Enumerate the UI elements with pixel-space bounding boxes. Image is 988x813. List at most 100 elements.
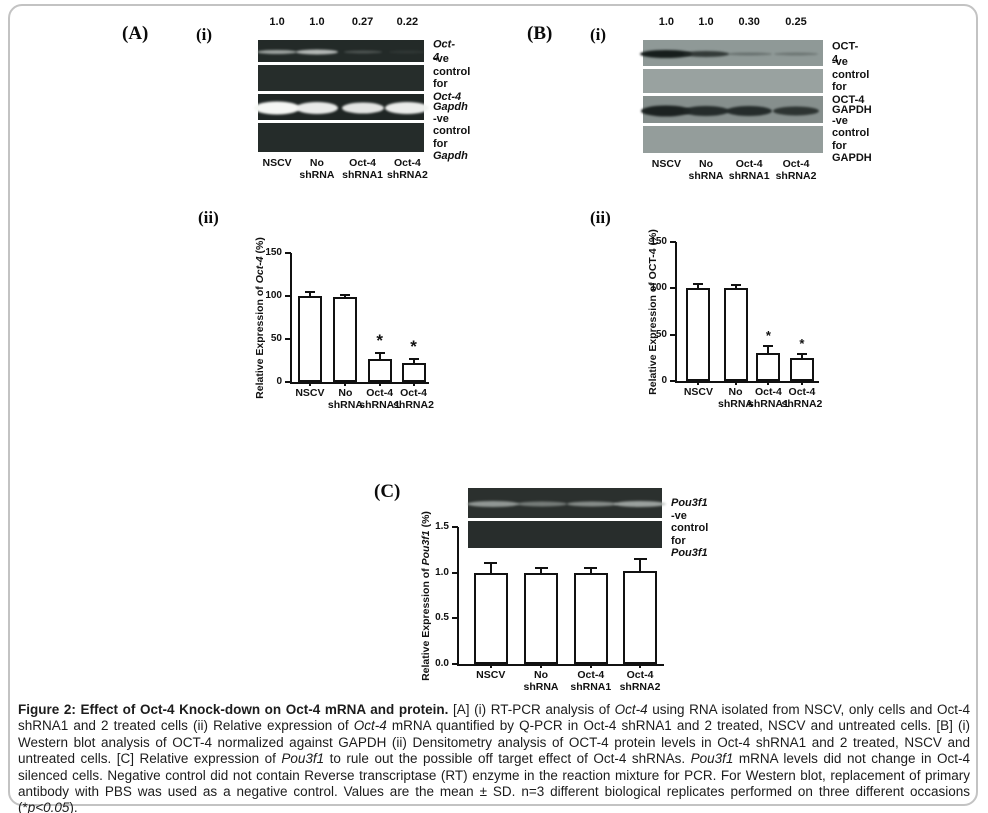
significance-asterisk: *: [376, 330, 383, 350]
y-axis-label: Relative Expression of OCT-4 (%): [647, 229, 659, 395]
error-bar-cap: [484, 561, 498, 564]
x-category-label: NSCV: [683, 386, 714, 398]
panel-b-sub-i: (i): [590, 25, 607, 44]
error-bar-cap: [633, 557, 647, 560]
gel-lane-label: No shRNA: [688, 158, 724, 182]
gel-band: [774, 52, 818, 56]
error-bar: [639, 558, 641, 571]
x-category-label: Oct-4 shRNA2: [619, 669, 661, 693]
gel-band: [726, 105, 773, 116]
gel-strip: [640, 40, 823, 66]
bar: [723, 288, 748, 381]
gel-band: [343, 50, 382, 54]
gel-band: [640, 50, 693, 59]
y-axis-tick-label: 100: [650, 282, 667, 294]
x-axis-tick: [378, 382, 381, 386]
gel-lane-label: Oct-4 shRNA1: [728, 158, 770, 182]
y-axis-tick-label: 150: [650, 236, 667, 247]
gel-row-label: GAPDH: [832, 103, 872, 116]
y-axis-tick: [285, 338, 291, 340]
panel-b-sub-ii: (ii): [590, 208, 611, 227]
text-segment: Gapdh: [433, 100, 468, 113]
x-category-label: Oct-4 shRNA1: [359, 387, 401, 411]
error-bar-cap: [340, 294, 351, 297]
bar: [623, 570, 657, 664]
x-axis-tick: [734, 381, 737, 385]
y-axis-tick: [670, 287, 676, 290]
gel-lane-value: 1.0: [658, 16, 675, 28]
gel-row-label: -ve control for GAPDH: [832, 115, 872, 165]
y-axis-tick-label: 150: [265, 247, 282, 258]
x-axis-tick: [589, 664, 592, 668]
bar: [401, 363, 426, 382]
gel-lane-label: NSCV: [262, 157, 292, 169]
panel-c-bar-chart: 0.0 0.5 1.0 1.5 NSCV No shRNA Oct-4 shRNA1 Oct-…: [420, 511, 664, 693]
y-axis-tick: [452, 663, 458, 665]
y-axis-tick-label: 0.5: [435, 612, 449, 624]
text-segment: (%): [254, 236, 266, 256]
x-category-label: Oct-4 shRNA1: [748, 386, 789, 410]
gel-strip: [257, 40, 426, 62]
bar: [524, 572, 558, 664]
panel-b-blot-image: 1.0 1.0 0.30 0.25 OCT-4 -ve control for OCT-4…: [640, 16, 872, 196]
text-segment: -ve control for GAPDH: [832, 114, 872, 165]
gel-band: [295, 49, 338, 55]
bar: [367, 358, 392, 382]
x-category-label: No shRNA: [523, 669, 559, 693]
bar: [789, 357, 814, 381]
gel-row-label: -ve control for Pou3f1: [671, 510, 708, 560]
y-axis-tick-label: 0: [276, 376, 282, 387]
gel-band: [683, 105, 729, 116]
x-category-label: No shRNA: [717, 386, 754, 410]
x-axis-tick: [344, 382, 347, 386]
x-axis-tick: [800, 381, 803, 385]
gel-strip: [258, 123, 424, 152]
text-segment: Oct-4: [353, 718, 387, 734]
y-axis-tick: [670, 241, 676, 243]
gel-band: [385, 102, 430, 115]
text-segment: Oct-4: [614, 702, 648, 717]
text-segment: Pou3f1: [281, 751, 325, 767]
y-axis-label: Relative Expression of Oct-4 (%): [254, 237, 266, 399]
gel-strip: [254, 94, 430, 120]
error-bar-cap: [796, 353, 807, 356]
gel-strip: [258, 65, 424, 91]
y-axis-tick: [285, 381, 291, 383]
gel-strip: [643, 69, 823, 93]
y-axis-tick-label: 0: [661, 375, 667, 386]
y-axis-tick-label: 50: [655, 328, 667, 340]
text-segment: -ve control for: [671, 509, 709, 547]
gel-band: [613, 501, 666, 508]
y-axis-label: Relative Expression of Pou3f1 (%): [420, 511, 432, 681]
bar: [756, 353, 781, 381]
text-segment: Oct-4: [433, 38, 455, 64]
text-segment: to rule out the possible off target effe…: [324, 751, 691, 767]
x-axis-tick: [697, 381, 700, 385]
text-segment: Pou3f1: [420, 529, 432, 565]
x-category-label: NSCV: [295, 387, 325, 399]
text-segment: (%): [420, 510, 432, 530]
x-axis-tick: [412, 382, 415, 386]
y-axis-tick: [285, 295, 291, 297]
text-segment: GAPDH: [832, 103, 872, 116]
text-segment: mRNA quantified by Q-PCR in Oct-4 shRNA1…: [18, 718, 970, 767]
text-segment: Pou3f1: [671, 547, 708, 559]
gel-band: [641, 105, 692, 117]
text-segment: mRNA levels did not change in Oct-4 sile…: [18, 751, 971, 813]
panel-b-bar-chart: 0 50 100 150 NSCV No shRNA Oct-4 shRNA1 * Oct-4 …: [647, 229, 822, 410]
error-bar-cap: [304, 290, 315, 293]
error-bar-cap: [693, 282, 704, 285]
y-axis-tick-label: 0.0: [435, 658, 449, 669]
x-axis-tick: [540, 664, 542, 668]
error-bar: [589, 568, 592, 573]
gel-band: [341, 102, 384, 114]
error-bar: [800, 354, 803, 358]
text-segment: OCT-4: [832, 40, 859, 66]
gel-lane-label: No shRNA: [299, 157, 335, 181]
x-category-label: Oct-4 shRNA2: [393, 387, 434, 411]
error-bar-cap: [408, 357, 419, 360]
error-bar-cap: [763, 344, 774, 347]
x-axis-tick: [639, 664, 641, 668]
gel-lane-value: 1.0: [309, 16, 325, 28]
y-axis-tick-label: 1.5: [435, 521, 449, 532]
